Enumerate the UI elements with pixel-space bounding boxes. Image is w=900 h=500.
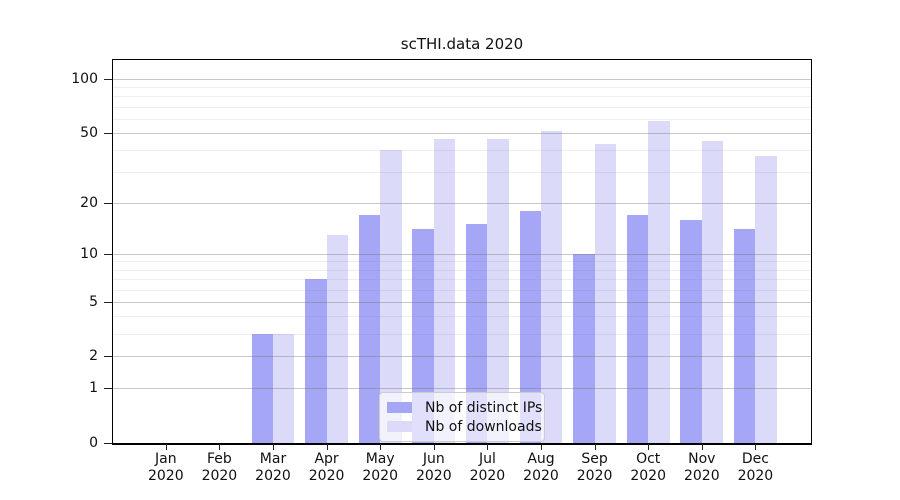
y-tick-mark-50 (104, 132, 112, 134)
y-tick-label-10: 10 (80, 245, 98, 262)
bar-oct-distinct-ips (626, 214, 649, 443)
major-gridline-2 (113, 356, 811, 358)
x-tick-label-feb: Feb 2020 (201, 451, 238, 484)
legend-label-distinct-ips: Nb of distinct IPs (425, 399, 543, 416)
bar-jul-downloads (487, 139, 509, 443)
minor-gridline-30 (113, 172, 811, 174)
x-tick-label-oct: Oct 2020 (630, 451, 666, 484)
grid-layer (113, 60, 811, 443)
minor-gridline-40 (113, 150, 811, 151)
x-tick-label-dec: Dec 2020 (737, 451, 774, 484)
bar-aug-distinct-ips (519, 210, 541, 443)
plot-area (112, 59, 812, 445)
minor-gridline-70 (113, 106, 811, 108)
x-tick-label-jul: Jul 2020 (469, 451, 506, 484)
legend-row-distinct-ips: Nb of distinct IPs (387, 398, 542, 417)
major-gridline-1 (113, 388, 811, 390)
x-tick-mark-may (380, 444, 382, 450)
legend-swatch-downloads (387, 421, 412, 432)
x-tick-label-jan: Jan 2020 (147, 451, 184, 484)
bar-nov-distinct-ips (680, 219, 702, 443)
bar-may-downloads (380, 150, 402, 443)
y-tick-label-5: 5 (89, 293, 98, 310)
y-tick-mark-5 (104, 301, 112, 303)
y-tick-mark-0 (104, 443, 112, 444)
minor-gridline-4 (113, 316, 811, 317)
x-tick-mark-jun (433, 444, 435, 450)
bars-layer (113, 60, 811, 443)
minor-gridline-90 (113, 87, 811, 89)
bar-apr-downloads (326, 234, 348, 443)
y-tick-mark-10 (104, 253, 112, 255)
bar-nov-downloads (701, 140, 724, 443)
bar-mar-downloads (273, 333, 295, 443)
x-tick-label-aug: Aug 2020 (523, 451, 559, 484)
bar-sep-distinct-ips (573, 253, 595, 443)
x-tick-mark-jan (165, 444, 167, 450)
minor-gridline-60 (113, 118, 811, 120)
minor-gridline-7 (113, 278, 811, 280)
y-tick-mark-100 (104, 78, 112, 80)
chart-title: scTHI.data 2020 (400, 35, 524, 53)
x-tick-label-apr: Apr 2020 (308, 451, 345, 484)
bar-jul-distinct-ips (466, 224, 488, 443)
x-tick-mark-feb (219, 444, 221, 450)
x-tick-mark-sep (594, 444, 596, 450)
minor-gridline-3 (113, 333, 811, 335)
y-tick-label-20: 20 (80, 194, 98, 211)
bar-oct-downloads (648, 121, 670, 443)
x-tick-mark-jul (487, 444, 489, 450)
x-tick-label-sep: Sep 2020 (576, 451, 613, 484)
x-tick-label-mar: Mar 2020 (255, 451, 291, 484)
minor-gridline-8 (113, 269, 811, 271)
y-tick-label-1: 1 (89, 380, 98, 397)
x-tick-mark-dec (755, 444, 757, 450)
x-tick-mark-oct (648, 444, 650, 450)
major-gridline-50 (113, 132, 811, 134)
major-gridline-10 (113, 253, 811, 255)
minor-gridline-80 (113, 96, 811, 98)
x-tick-mark-aug (541, 444, 542, 450)
bar-dec-distinct-ips (734, 229, 756, 443)
bar-jun-distinct-ips (412, 229, 434, 443)
y-tick-mark-2 (104, 356, 112, 358)
x-tick-mark-mar (273, 444, 274, 450)
x-tick-label-may: May 2020 (362, 451, 398, 484)
major-gridline-100 (113, 78, 811, 80)
legend-row-downloads: Nb of downloads (387, 417, 542, 436)
bar-jun-downloads (433, 139, 456, 443)
minor-gridline-6 (113, 289, 811, 291)
bar-aug-downloads (541, 131, 563, 443)
x-tick-mark-nov (701, 444, 703, 450)
major-gridline-20 (113, 202, 811, 204)
x-tick-mark-apr (326, 444, 328, 450)
bar-sep-downloads (594, 144, 616, 443)
minor-gridline-9 (113, 261, 811, 263)
y-tick-mark-1 (104, 388, 112, 390)
major-gridline-5 (113, 301, 811, 303)
x-tick-label-jun: Jun 2020 (415, 451, 452, 484)
legend: Nb of distinct IPs Nb of downloads (379, 392, 545, 442)
y-tick-label-2: 2 (89, 348, 98, 365)
y-tick-mark-20 (104, 202, 112, 204)
bar-mar-distinct-ips (251, 333, 273, 443)
y-tick-label-50: 50 (80, 124, 98, 141)
bar-apr-distinct-ips (305, 278, 327, 443)
x-tick-label-nov: Nov 2020 (683, 451, 720, 484)
bar-dec-downloads (755, 156, 777, 443)
legend-label-downloads: Nb of downloads (425, 418, 542, 435)
y-tick-label-100: 100 (71, 70, 98, 87)
bar-may-distinct-ips (358, 214, 381, 443)
legend-swatch-distinct-ips (387, 402, 412, 413)
y-tick-label-0: 0 (89, 435, 98, 451)
